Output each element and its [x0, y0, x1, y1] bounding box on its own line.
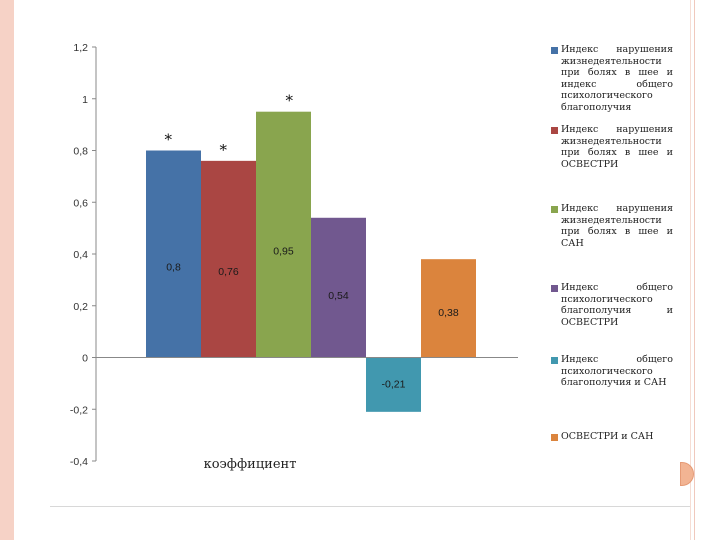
bar-value-label: 0,54: [328, 290, 349, 302]
legend-swatch: [551, 206, 558, 213]
legend-swatch: [551, 434, 558, 441]
legend-label: Индекс нарушения жизнедеятельности при б…: [561, 203, 673, 249]
legend-label: Индекс нарушения жизнедеятельности при б…: [561, 44, 673, 113]
y-tick-label: -0,2: [70, 404, 88, 416]
bars-group: 0,8 * 0,76 * 0,95 * 0,54 -0,21 0,38: [146, 92, 476, 412]
bar-value-label: 0,38: [438, 307, 459, 319]
slide-left-stripe: [0, 0, 14, 540]
bar-6: [421, 259, 476, 358]
slide-right-border: [694, 0, 695, 540]
y-tick-label: -0,4: [70, 456, 88, 468]
y-axis-ticks: -0,4 -0,2 0 0,2 0,4 0,6 0,8 1 1,2: [70, 42, 96, 468]
significance-asterisk: *: [165, 131, 173, 149]
legend-label: Индекс общего психологического благополу…: [561, 282, 673, 328]
legend-swatch: [551, 285, 558, 292]
x-axis-label: коэффициент: [204, 457, 297, 472]
significance-asterisk: *: [286, 92, 294, 110]
y-tick-label: 0,6: [73, 197, 88, 209]
y-tick-label: 0: [82, 353, 88, 365]
legend-label: Индекс общего психологического благополу…: [561, 354, 673, 388]
bar-value-label: 0,95: [273, 245, 294, 257]
bar-value-label: 0,8: [166, 262, 181, 274]
y-tick-label: 0,2: [73, 301, 88, 313]
legend-label: ОСВЕСТРИ и САН: [561, 431, 654, 442]
bar-2: [201, 160, 256, 358]
bar-3: [256, 111, 311, 358]
y-tick-label: 1,2: [73, 42, 88, 54]
bar-value-label: -0,21: [382, 378, 406, 390]
y-tick-label: 0,8: [73, 146, 88, 158]
y-tick-label: 1: [82, 94, 88, 106]
legend-swatch: [551, 357, 558, 364]
significance-asterisk: *: [220, 141, 228, 159]
legend-label: Индекс нарушения жизнедеятельности при б…: [561, 124, 673, 170]
legend-swatch: [551, 127, 558, 134]
legend-swatch: [551, 47, 558, 54]
bar-5: [366, 357, 421, 412]
slide-bottom-rule: [50, 506, 690, 507]
bar-4: [311, 217, 366, 358]
bar-value-label: 0,76: [218, 266, 239, 278]
bar-1: [146, 150, 201, 358]
slide-right-border-inner: [690, 0, 691, 540]
y-tick-label: 0,4: [73, 249, 88, 261]
